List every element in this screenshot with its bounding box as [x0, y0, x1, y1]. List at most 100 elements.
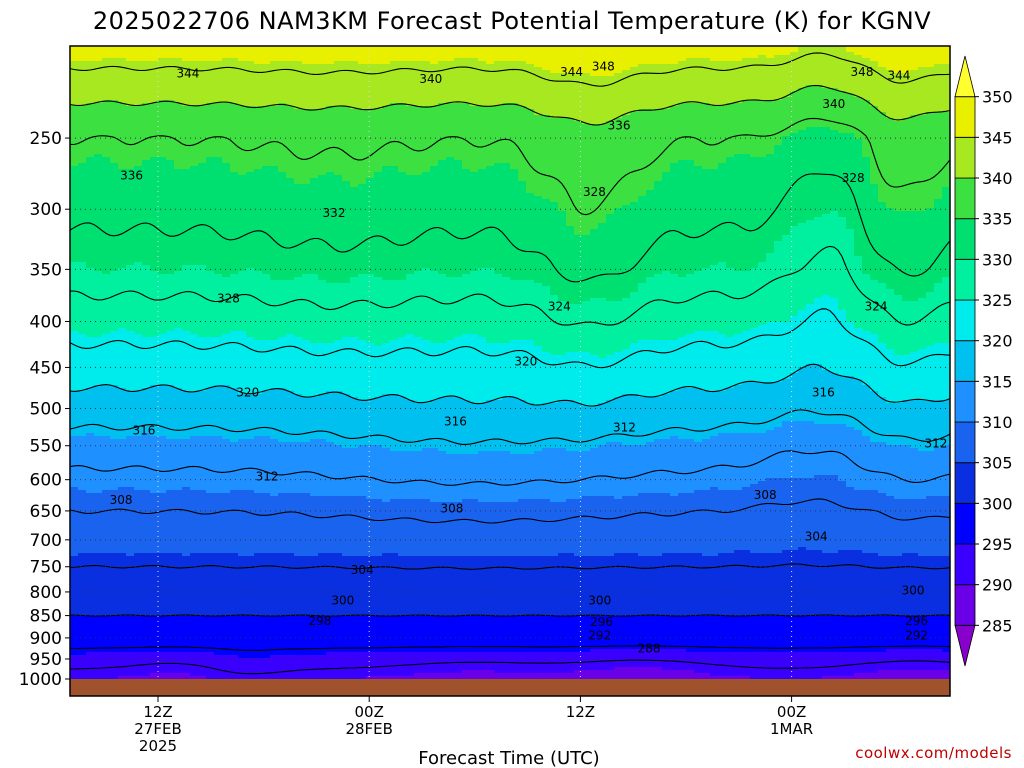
theta-cell: [86, 145, 95, 149]
theta-cell: [110, 148, 119, 152]
theta-cell: [94, 502, 103, 506]
theta-cell: [110, 85, 119, 89]
theta-cell: [142, 580, 151, 584]
theta-cell: [134, 436, 143, 440]
theta-cell: [134, 472, 143, 476]
theta-cell: [78, 463, 87, 467]
theta-cell: [142, 430, 151, 434]
theta-cell: [134, 469, 143, 473]
theta-cell: [70, 610, 79, 614]
theta-cell: [134, 97, 143, 101]
theta-cell: [142, 151, 151, 155]
theta-cell: [86, 397, 95, 401]
theta-cell: [86, 637, 95, 641]
theta-cell: [118, 337, 127, 341]
theta-cell: [118, 103, 127, 107]
theta-cell: [70, 499, 79, 503]
theta-cell: [86, 73, 95, 77]
theta-cell: [86, 562, 95, 566]
theta-cell: [78, 91, 87, 95]
theta-cell: [94, 196, 103, 200]
theta-cell: [94, 133, 103, 137]
theta-cell: [110, 478, 119, 482]
theta-cell: [86, 340, 95, 344]
theta-cell: [78, 70, 87, 74]
theta-cell: [134, 307, 143, 311]
theta-cell: [78, 448, 87, 452]
theta-cell: [142, 280, 151, 284]
theta-cell: [102, 352, 111, 356]
theta-cell: [110, 238, 119, 242]
theta-cell: [78, 442, 87, 446]
theta-cell: [102, 466, 111, 470]
theta-cell: [78, 193, 87, 197]
theta-cell: [110, 382, 119, 386]
theta-cell: [110, 415, 119, 419]
theta-cell: [134, 124, 143, 128]
theta-cell: [134, 103, 143, 107]
theta-cell: [70, 439, 79, 443]
theta-cell: [142, 67, 151, 71]
theta-cell: [134, 181, 143, 185]
theta-cell: [94, 337, 103, 341]
theta-cell: [86, 430, 95, 434]
theta-cell: [118, 127, 127, 131]
theta-cell: [126, 343, 135, 347]
theta-cell: [110, 331, 119, 335]
theta-cell: [86, 622, 95, 626]
theta-cell: [86, 262, 95, 266]
theta-cell: [70, 583, 79, 587]
theta-cell: [110, 193, 119, 197]
theta-cell: [134, 145, 143, 149]
theta-cell: [102, 268, 111, 272]
theta-cell: [70, 334, 79, 338]
theta-cell: [86, 643, 95, 647]
chart-title: 2025022706 NAM3KM Forecast Potential Tem…: [93, 7, 931, 35]
theta-cell: [118, 538, 127, 542]
theta-cell: [78, 484, 87, 488]
theta-cell: [86, 217, 95, 221]
theta-cell: [134, 532, 143, 536]
theta-cell: [142, 445, 151, 449]
theta-cell: [118, 220, 127, 224]
theta-cell: [86, 496, 95, 500]
theta-cell: [142, 652, 151, 656]
theta-cell: [94, 52, 103, 56]
theta-cell: [142, 247, 151, 251]
theta-cell: [142, 325, 151, 329]
theta-cell: [94, 463, 103, 467]
theta-cell: [126, 298, 135, 302]
theta-cell: [110, 604, 119, 608]
theta-cell: [94, 253, 103, 257]
theta-cell: [134, 367, 143, 371]
theta-cell: [102, 196, 111, 200]
theta-cell: [110, 625, 119, 629]
theta-cell: [94, 442, 103, 446]
theta-cell: [126, 616, 135, 620]
theta-cell: [126, 556, 135, 560]
theta-cell: [94, 634, 103, 638]
theta-cell: [126, 451, 135, 455]
theta-cell: [70, 307, 79, 311]
theta-cell: [78, 577, 87, 581]
theta-cell: [70, 262, 79, 266]
theta-cell: [134, 100, 143, 104]
theta-cell: [94, 355, 103, 359]
theta-cell: [134, 283, 143, 287]
theta-cell: [102, 577, 111, 581]
theta-cell: [70, 478, 79, 482]
theta-cell: [118, 454, 127, 458]
theta-cell: [86, 148, 95, 152]
theta-cell: [70, 202, 79, 206]
theta-cell: [70, 349, 79, 353]
theta-cell: [126, 463, 135, 467]
theta-cell: [142, 613, 151, 617]
theta-cell: [102, 517, 111, 521]
theta-cell: [142, 541, 151, 545]
theta-cell: [142, 427, 151, 431]
theta-cell: [142, 391, 151, 395]
theta-cell: [150, 46, 159, 50]
theta-cell: [142, 58, 151, 62]
theta-cell: [86, 328, 95, 332]
theta-cell: [142, 565, 151, 569]
